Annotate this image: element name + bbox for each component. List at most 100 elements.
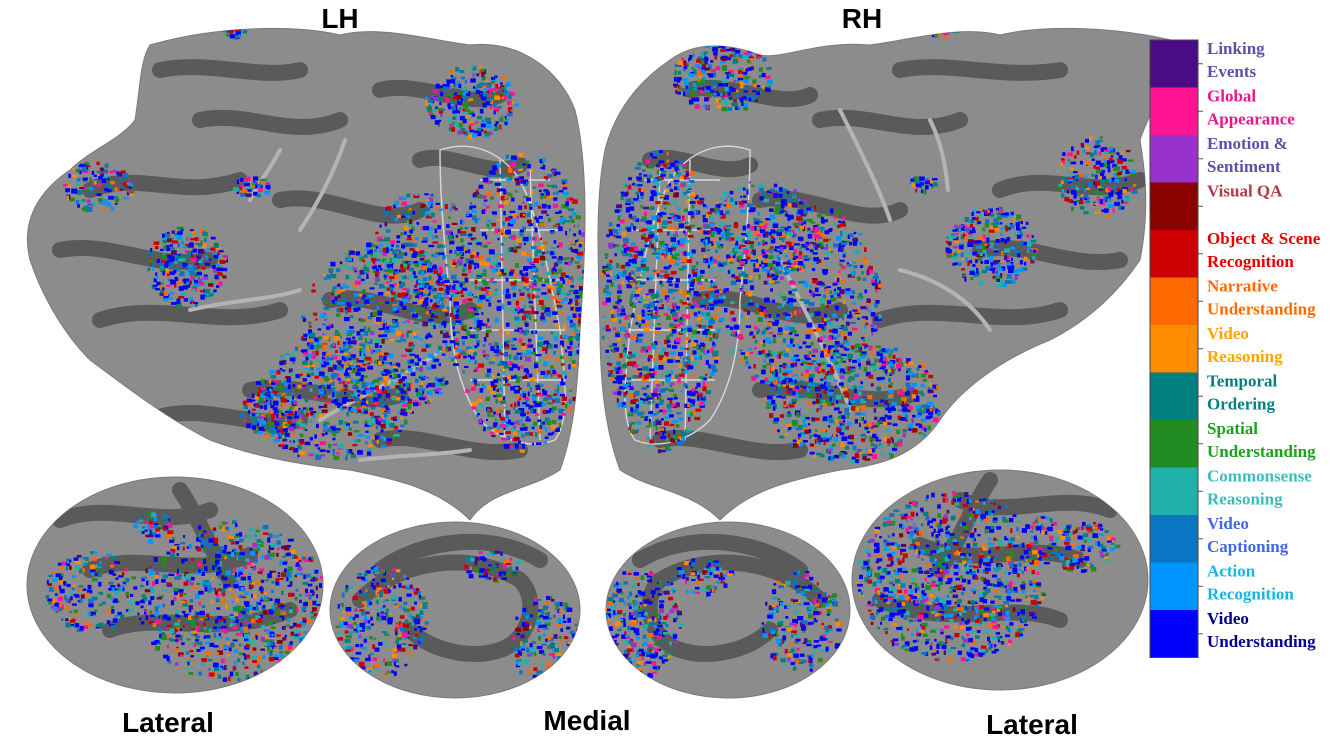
activity-speck: [485, 323, 488, 327]
activity-speck: [512, 387, 519, 390]
activity-speck: [1067, 159, 1071, 162]
activity-speck: [366, 448, 372, 451]
activity-speck: [445, 230, 451, 235]
activity-speck: [189, 229, 194, 232]
activity-speck: [508, 271, 513, 276]
activity-speck: [335, 330, 339, 333]
activity-speck: [215, 264, 221, 267]
activity-speck: [669, 183, 675, 187]
activity-speck: [568, 336, 573, 342]
activity-speck: [1069, 167, 1074, 171]
activity-speck: [654, 226, 657, 231]
activity-speck: [1095, 166, 1100, 170]
activity-speck: [1079, 206, 1085, 210]
activity-speck: [695, 303, 699, 308]
activity-speck: [556, 190, 559, 195]
activity-speck: [704, 67, 711, 71]
activity-speck: [547, 395, 550, 398]
activity-speck: [505, 378, 508, 383]
activity-speck: [461, 273, 468, 276]
activity-speck: [506, 81, 511, 87]
activity-speck: [588, 311, 593, 315]
activity-speck: [350, 254, 355, 257]
activity-speck: [370, 349, 374, 355]
activity-speck: [655, 393, 662, 396]
activity-speck: [399, 281, 402, 285]
activity-speck: [222, 275, 227, 279]
activity-speck: [366, 345, 370, 351]
activity-speck: [537, 394, 543, 397]
activity-speck: [483, 199, 488, 202]
activity-speck: [737, 77, 744, 81]
activity-speck: [255, 381, 262, 385]
activity-speck: [417, 279, 423, 284]
activity-speck: [571, 364, 577, 368]
activity-speck: [407, 235, 411, 239]
activity-speck: [335, 268, 341, 273]
activity-speck: [375, 425, 379, 430]
activity-speck: [350, 354, 356, 358]
activity-speck: [513, 407, 516, 410]
activity-speck: [261, 387, 266, 390]
activity-speck: [650, 414, 653, 417]
activity-speck: [160, 265, 164, 270]
activity-speck: [391, 291, 396, 296]
activity-speck: [525, 404, 530, 407]
activity-speck: [188, 264, 194, 268]
activity-speck: [927, 21, 931, 24]
activity-speck: [303, 426, 306, 431]
activity-speck: [416, 290, 422, 294]
activity-speck: [400, 389, 404, 394]
activity-speck: [713, 300, 718, 305]
activity-speck: [526, 197, 532, 202]
activity-speck: [542, 409, 548, 415]
activity-speck: [370, 331, 375, 335]
activity-speck: [515, 311, 520, 314]
activity-speck: [456, 93, 463, 97]
activity-speck: [557, 386, 560, 391]
activity-speck: [221, 274, 224, 278]
activity-speck: [384, 273, 388, 277]
activity-speck: [721, 107, 728, 112]
activity-speck: [361, 280, 366, 284]
activity-speck: [501, 400, 506, 404]
activity-speck: [504, 194, 507, 200]
activity-speck: [380, 435, 385, 439]
activity-speck: [528, 203, 533, 207]
activity-speck: [749, 57, 754, 63]
activity-speck: [462, 370, 465, 374]
activity-speck: [501, 272, 507, 276]
activity-speck: [506, 375, 511, 380]
activity-speck: [734, 90, 739, 93]
activity-speck: [321, 363, 327, 368]
activity-speck: [641, 346, 647, 351]
activity-speck: [185, 243, 190, 248]
activity-speck: [546, 372, 549, 377]
activity-speck: [178, 281, 182, 285]
activity-speck: [693, 300, 697, 304]
activity-speck: [253, 176, 259, 181]
activity-speck: [958, 249, 961, 254]
activity-speck: [946, 15, 951, 17]
activity-speck: [471, 401, 478, 407]
activity-speck: [660, 270, 664, 273]
activity-speck: [490, 414, 495, 418]
activity-speck: [473, 296, 479, 299]
activity-speck: [455, 314, 459, 319]
activity-speck: [489, 223, 492, 227]
activity-speck: [319, 441, 326, 445]
activity-speck: [426, 384, 429, 388]
activity-speck: [1122, 158, 1127, 162]
activity-speck: [680, 238, 686, 244]
activity-speck: [1080, 143, 1083, 146]
activity-speck: [673, 83, 679, 87]
activity-speck: [253, 191, 258, 196]
activity-speck: [293, 448, 299, 453]
activity-speck: [556, 245, 559, 248]
activity-speck: [564, 297, 569, 302]
activity-speck: [558, 408, 564, 414]
activity-speck: [224, 23, 229, 27]
activity-speck: [350, 340, 357, 343]
activity-speck: [414, 354, 419, 359]
activity-speck: [320, 405, 324, 408]
